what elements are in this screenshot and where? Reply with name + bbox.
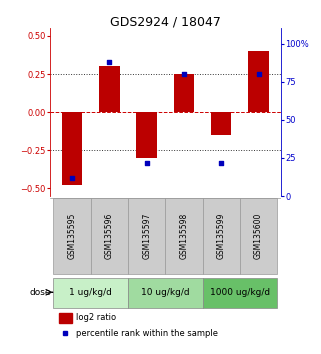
Text: 1000 ug/kg/d: 1000 ug/kg/d <box>210 288 270 297</box>
FancyBboxPatch shape <box>91 198 128 274</box>
Bar <box>136 112 157 158</box>
Text: GSM135597: GSM135597 <box>142 213 151 259</box>
FancyBboxPatch shape <box>54 198 91 274</box>
FancyBboxPatch shape <box>240 198 277 274</box>
Bar <box>99 67 120 112</box>
Text: 10 ug/kg/d: 10 ug/kg/d <box>141 288 190 297</box>
Bar <box>174 74 194 112</box>
FancyBboxPatch shape <box>128 198 165 274</box>
Point <box>107 59 112 65</box>
FancyBboxPatch shape <box>203 198 240 274</box>
Bar <box>248 51 269 112</box>
FancyBboxPatch shape <box>203 278 277 308</box>
FancyBboxPatch shape <box>54 278 128 308</box>
Text: GSM135599: GSM135599 <box>217 213 226 259</box>
Point <box>144 160 149 165</box>
FancyBboxPatch shape <box>165 198 203 274</box>
Title: GDS2924 / 18047: GDS2924 / 18047 <box>110 15 221 28</box>
Bar <box>211 112 231 135</box>
Text: GSM135600: GSM135600 <box>254 213 263 259</box>
Text: GSM135598: GSM135598 <box>179 213 188 259</box>
Point <box>256 71 261 77</box>
Point <box>70 175 75 181</box>
Text: GSM135596: GSM135596 <box>105 213 114 259</box>
FancyBboxPatch shape <box>128 278 203 308</box>
Text: log2 ratio: log2 ratio <box>76 314 117 322</box>
Bar <box>59 313 72 323</box>
Point <box>181 71 187 77</box>
Text: dose: dose <box>29 288 50 297</box>
Text: percentile rank within the sample: percentile rank within the sample <box>76 329 218 338</box>
Text: 1 ug/kg/d: 1 ug/kg/d <box>69 288 112 297</box>
Point <box>219 160 224 165</box>
Bar <box>62 112 82 185</box>
Text: GSM135595: GSM135595 <box>68 213 77 259</box>
